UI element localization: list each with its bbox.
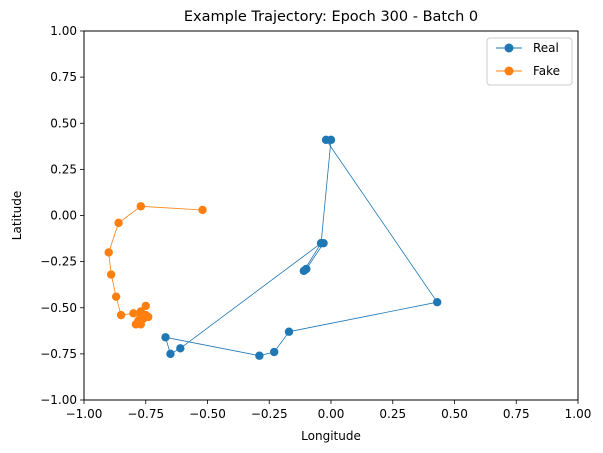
data-point-real — [433, 298, 442, 307]
data-point-real — [284, 327, 294, 336]
x-tick-label: 0.75 — [503, 407, 530, 421]
y-tick-label: −0.75 — [40, 347, 77, 361]
y-tick-label: −1.00 — [40, 393, 77, 407]
y-tick-label: −0.50 — [40, 301, 77, 315]
axes: −1.00 −0.75 −0.50 −0.25 0.00 0.25 0.50 0.75 1.00… — [40, 24, 591, 421]
data-point-fake — [116, 310, 126, 320]
y-tick-label: 0.50 — [50, 116, 77, 130]
data-point-real — [166, 349, 175, 359]
data-point-real — [269, 347, 279, 357]
legend-real-label: Real — [533, 41, 559, 55]
data-point-fake — [141, 301, 150, 311]
x-tick-label: 0.00 — [318, 407, 345, 421]
y-tick-label: 0.25 — [50, 162, 77, 176]
y-tick-label: 1.00 — [50, 24, 77, 38]
data-point-fake — [129, 309, 138, 318]
x-tick-label: 0.50 — [441, 407, 468, 421]
data-point-fake — [111, 292, 121, 301]
x-tick-label: −1.00 — [66, 407, 103, 421]
x-tick-label: −0.50 — [189, 407, 226, 421]
y-tick-label: −0.25 — [40, 255, 77, 269]
data-point-real — [255, 351, 264, 360]
data-point-real — [299, 266, 309, 276]
data-point-fake — [136, 307, 146, 316]
legend-real-marker — [504, 43, 514, 53]
x-tick-label: −0.75 — [127, 407, 164, 421]
data-point-fake — [198, 205, 207, 215]
legend-fake-label: Fake — [533, 64, 560, 78]
data-point-fake — [106, 270, 116, 279]
data-point-real — [321, 135, 331, 145]
legend: Real Fake — [486, 37, 573, 86]
data-point-fake — [104, 248, 113, 257]
data-point-real — [176, 344, 185, 353]
legend-fake-marker — [504, 66, 514, 76]
data-point-real — [161, 333, 170, 342]
data-point-fake — [114, 218, 123, 228]
x-tick-label: 1.00 — [565, 407, 592, 421]
chart-title: Example Trajectory: Epoch 300 - Batch 0 — [184, 9, 478, 25]
x-axis-label: Longitude — [301, 429, 361, 443]
y-axis-label: Latitude — [10, 191, 24, 240]
data-point-fake — [136, 202, 146, 211]
plot-area — [104, 135, 442, 360]
x-tick-label: 0.25 — [379, 407, 406, 421]
data-point-real — [316, 238, 326, 248]
x-tick-label: −0.25 — [251, 407, 288, 421]
y-tick-label: 0.75 — [50, 70, 77, 84]
y-tick-label: 0.00 — [50, 209, 77, 223]
